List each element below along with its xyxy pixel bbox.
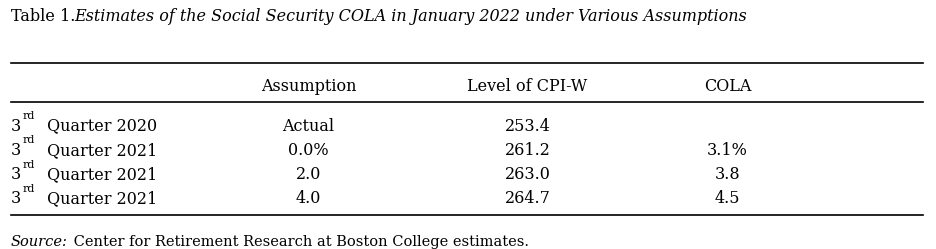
Text: Quarter 2020: Quarter 2020 (42, 118, 157, 135)
Text: rd: rd (22, 111, 36, 121)
Text: 4.5: 4.5 (714, 190, 739, 207)
Text: Table 1.: Table 1. (10, 8, 80, 25)
Text: 3.1%: 3.1% (707, 142, 747, 159)
Text: 2.0: 2.0 (296, 166, 321, 183)
Text: 3: 3 (10, 142, 21, 159)
Text: 4.0: 4.0 (296, 190, 321, 207)
Text: rd: rd (22, 184, 36, 194)
Text: 0.0%: 0.0% (288, 142, 329, 159)
Text: 3.8: 3.8 (714, 166, 739, 183)
Text: Actual: Actual (283, 118, 334, 135)
Text: Center for Retirement Research at Boston College estimates.: Center for Retirement Research at Boston… (69, 235, 529, 249)
Text: Source:: Source: (10, 235, 67, 249)
Text: 261.2: 261.2 (504, 142, 549, 159)
Text: 264.7: 264.7 (504, 190, 549, 207)
Text: Quarter 2021: Quarter 2021 (42, 142, 157, 159)
Text: Assumption: Assumption (260, 78, 356, 95)
Text: Estimates of the Social Security COLA in January 2022 under Various Assumptions: Estimates of the Social Security COLA in… (74, 8, 746, 25)
Text: 263.0: 263.0 (504, 166, 549, 183)
Text: 3: 3 (10, 166, 21, 183)
Text: Quarter 2021: Quarter 2021 (42, 166, 157, 183)
Text: 3: 3 (10, 190, 21, 207)
Text: 3: 3 (10, 118, 21, 135)
Text: 253.4: 253.4 (504, 118, 549, 135)
Text: rd: rd (22, 135, 36, 145)
Text: COLA: COLA (703, 78, 751, 95)
Text: Level of CPI-W: Level of CPI-W (467, 78, 587, 95)
Text: Quarter 2021: Quarter 2021 (42, 190, 157, 207)
Text: rd: rd (22, 160, 36, 170)
